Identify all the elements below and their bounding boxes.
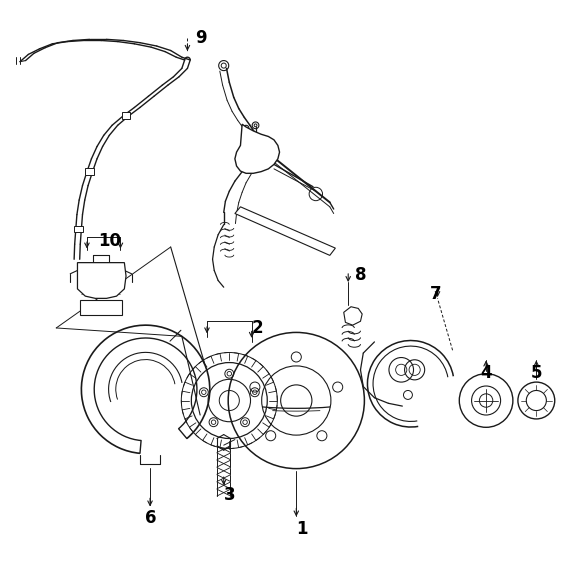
Polygon shape [344, 307, 362, 325]
Bar [85, 168, 95, 175]
Text: 8: 8 [355, 266, 366, 284]
Text: 6: 6 [146, 509, 157, 527]
Text: 1: 1 [296, 520, 308, 538]
Text: 10: 10 [98, 232, 121, 250]
Polygon shape [77, 263, 126, 298]
Polygon shape [235, 207, 335, 255]
Text: 4: 4 [480, 364, 492, 381]
Text: 7: 7 [430, 286, 441, 304]
Text: 5: 5 [531, 364, 542, 381]
Polygon shape [80, 300, 122, 315]
Text: 2: 2 [251, 319, 263, 337]
Text: 9: 9 [195, 29, 207, 47]
Text: 3: 3 [224, 486, 235, 504]
Bar [74, 226, 83, 232]
Bar [122, 112, 130, 119]
Polygon shape [235, 124, 279, 173]
